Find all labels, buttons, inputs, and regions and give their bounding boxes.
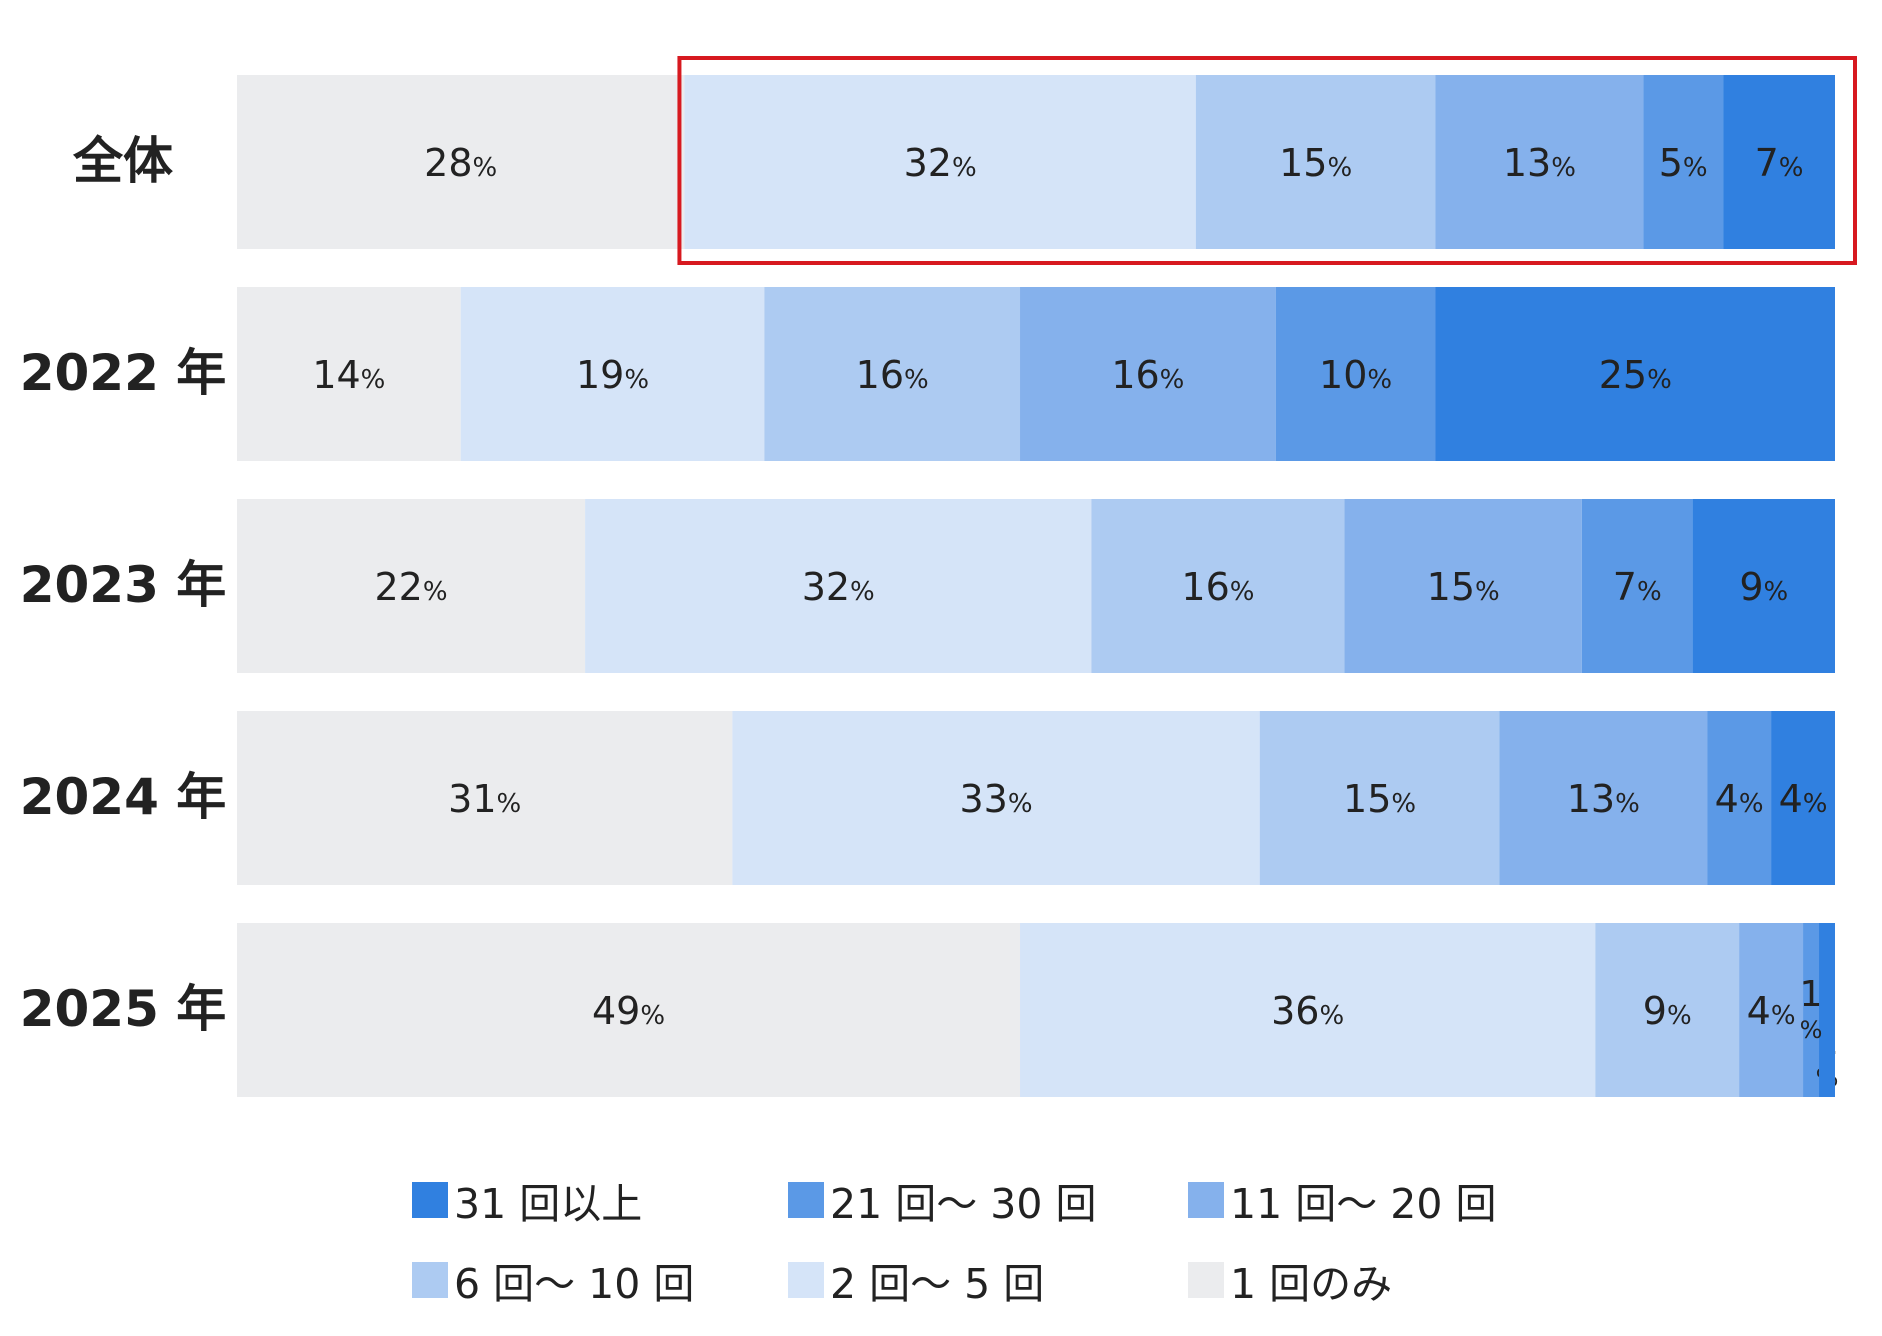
bar-segment: [237, 711, 733, 885]
legend-swatch: [1188, 1182, 1224, 1218]
bar-segment: [1707, 711, 1772, 885]
bar-segment: [1499, 711, 1708, 885]
data-label: 14%: [312, 353, 385, 397]
bar-segment: [1435, 75, 1644, 249]
bar-segment: [237, 923, 1021, 1097]
bar-segment: [1581, 499, 1693, 673]
bar-segment: [460, 287, 765, 461]
bar-segment: [732, 711, 1260, 885]
data-label: 4%: [1715, 777, 1764, 821]
data-label: 13%: [1567, 777, 1640, 821]
bar-segment: [1091, 499, 1345, 673]
bar-segment: [1803, 923, 1820, 1097]
bar-segment: [1344, 499, 1582, 673]
data-label: 15%: [1343, 777, 1416, 821]
data-label: 7%: [1755, 141, 1804, 185]
bar-segment: [237, 287, 461, 461]
data-label: 15%: [1427, 565, 1500, 609]
data-label: 10%: [1319, 353, 1392, 397]
data-label: 5%: [1659, 141, 1708, 185]
legend-item-11-20: 11 回～ 20 回: [1188, 1170, 1496, 1230]
bar-segment: [1195, 75, 1436, 249]
bar-segment: [237, 499, 586, 673]
data-label: 1%: [1800, 974, 1823, 1044]
bar-segment: [684, 75, 1196, 249]
data-label: 16%: [856, 353, 929, 397]
data-label: 32%: [904, 141, 977, 185]
legend-item-1-only: 1 回のみ: [1188, 1250, 1392, 1310]
legend-swatch: [412, 1182, 448, 1218]
data-label: 49%: [592, 989, 665, 1033]
bar-segment: [1723, 75, 1835, 249]
category-label: 2025 年: [20, 980, 227, 1038]
bar-segment: [1819, 923, 1835, 1097]
data-label: 33%: [960, 777, 1033, 821]
legend-label: 11 回～ 20 回: [1230, 1180, 1497, 1228]
data-label: 4%: [1747, 989, 1796, 1033]
data-label: 19%: [576, 353, 649, 397]
bar-segment: [1771, 711, 1835, 885]
bar-segment: [1259, 711, 1500, 885]
bar-segment: [1643, 75, 1724, 249]
legend-item-6-10: 6 回～ 10 回: [412, 1250, 694, 1310]
bar-segment: [1020, 923, 1596, 1097]
data-label: 16%: [1111, 353, 1184, 397]
legend-label: 1 回のみ: [1230, 1260, 1393, 1308]
data-label: 36%: [1271, 989, 1344, 1033]
legend-swatch: [1188, 1262, 1224, 1298]
data-label: 31%: [448, 777, 521, 821]
data-label: 16%: [1181, 565, 1254, 609]
bar-segment: [764, 287, 1021, 461]
data-label: 13%: [1503, 141, 1576, 185]
data-label: 4%: [1779, 777, 1828, 821]
legend-swatch: [788, 1182, 824, 1218]
bar-segment: [585, 499, 1092, 673]
highlight-box: [677, 56, 1858, 265]
data-label: 9%: [1739, 565, 1788, 609]
bar-segment: [1739, 923, 1804, 1097]
data-label: 25%: [1599, 353, 1672, 397]
bar-segment: [1275, 287, 1436, 461]
legend-item-21-30: 21 回～ 30 回: [788, 1170, 1096, 1230]
data-label: 28%: [424, 141, 497, 185]
data-label: 7%: [1613, 565, 1662, 609]
category-label: 2024 年: [20, 768, 227, 826]
bar-segment: [1692, 499, 1835, 673]
data-label: 15%: [1279, 141, 1352, 185]
category-label: 2023 年: [20, 556, 227, 614]
legend-label: 2 回～ 5 回: [830, 1260, 1045, 1308]
category-label: 2022 年: [20, 344, 227, 402]
legend-swatch: [412, 1262, 448, 1298]
legend-item-31-plus: 31 回以上: [412, 1170, 642, 1230]
legend-label: 6 回～ 10 回: [454, 1260, 695, 1308]
data-label: 22%: [375, 565, 448, 609]
legend-item-2-5: 2 回～ 5 回: [788, 1250, 1044, 1310]
data-label: 32%: [802, 565, 875, 609]
bar-segment: [1020, 287, 1276, 461]
category-label: 全体: [72, 132, 173, 190]
legend: 31 回以上 21 回～ 30 回 11 回～ 20 回 6 回～ 10 回 2…: [412, 1170, 1612, 1320]
legend-label: 21 回～ 30 回: [830, 1180, 1097, 1228]
bar-segment: [1435, 287, 1835, 461]
bar-segment: [1595, 923, 1740, 1097]
data-label: 9%: [1643, 989, 1692, 1033]
legend-label: 31 回以上: [454, 1180, 643, 1228]
bar-segment: [237, 75, 685, 249]
legend-swatch: [788, 1262, 824, 1298]
